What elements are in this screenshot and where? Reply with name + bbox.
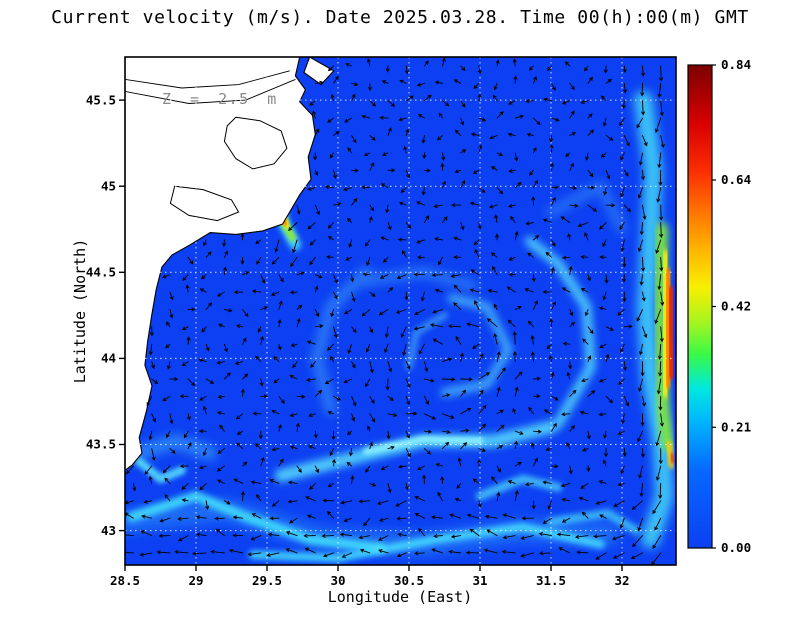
- lagoon-contour: [169, 185, 240, 222]
- x-tick-label: 29: [188, 573, 203, 588]
- figure-title: Current velocity (m/s). Date 2025.03.28.…: [51, 7, 749, 28]
- plot-border: [124, 56, 677, 566]
- grid-lines: [125, 57, 676, 565]
- velocity-filament: [361, 267, 478, 291]
- velocity-filament: [440, 293, 513, 398]
- lagoon-contour: [223, 116, 288, 170]
- y-tick-label: 45.5: [86, 92, 116, 107]
- x-tick-label: 32: [614, 573, 629, 588]
- velocity-filament: [127, 491, 386, 553]
- velocity-filament: [669, 452, 676, 464]
- land-mass: [303, 57, 335, 86]
- colorbar-tick-label: 0.00: [721, 540, 751, 555]
- current-arrows: [125, 57, 665, 565]
- y-tick-label: 45: [101, 178, 116, 193]
- velocity-filament: [634, 90, 674, 549]
- velocity-filament: [666, 285, 676, 380]
- y-tick-label: 43: [101, 523, 116, 538]
- x-tick-label: 31.5: [536, 573, 566, 588]
- colorbar-tick-label: 0.64: [721, 172, 751, 187]
- velocity-filament: [405, 311, 449, 371]
- y-axis-label: Latitude (North): [71, 238, 89, 384]
- colorbar-tick-label: 0.42: [721, 299, 751, 314]
- velocity-filament: [311, 266, 373, 416]
- river-contour: [125, 78, 296, 104]
- colorbar-tick-label: 0.21: [721, 419, 751, 434]
- velocity-filament: [475, 474, 563, 501]
- velocity-filament: [524, 236, 596, 429]
- x-tick-label: 29.5: [252, 573, 282, 588]
- y-tick-label: 44: [101, 351, 116, 366]
- x-tick-label: 31: [472, 573, 487, 588]
- colorbar-tick-label: 0.84: [721, 57, 751, 72]
- velocity-filament: [248, 522, 605, 563]
- x-tick-label: 30.5: [394, 573, 424, 588]
- x-tick-label: 28.5: [110, 573, 140, 588]
- velocity-filament: [362, 435, 484, 455]
- velocity-filament: [546, 509, 641, 535]
- velocity-filament: [134, 457, 187, 484]
- river-contour: [125, 70, 290, 89]
- x-tick-label: 30: [330, 573, 345, 588]
- x-axis-label: Longitude (East): [327, 588, 473, 606]
- y-tick-label: 44.5: [86, 265, 116, 280]
- depth-annotation: Z = 2.5 m: [162, 90, 278, 108]
- colorbar-gradient: [687, 64, 713, 549]
- y-tick-label: 43.5: [86, 437, 116, 452]
